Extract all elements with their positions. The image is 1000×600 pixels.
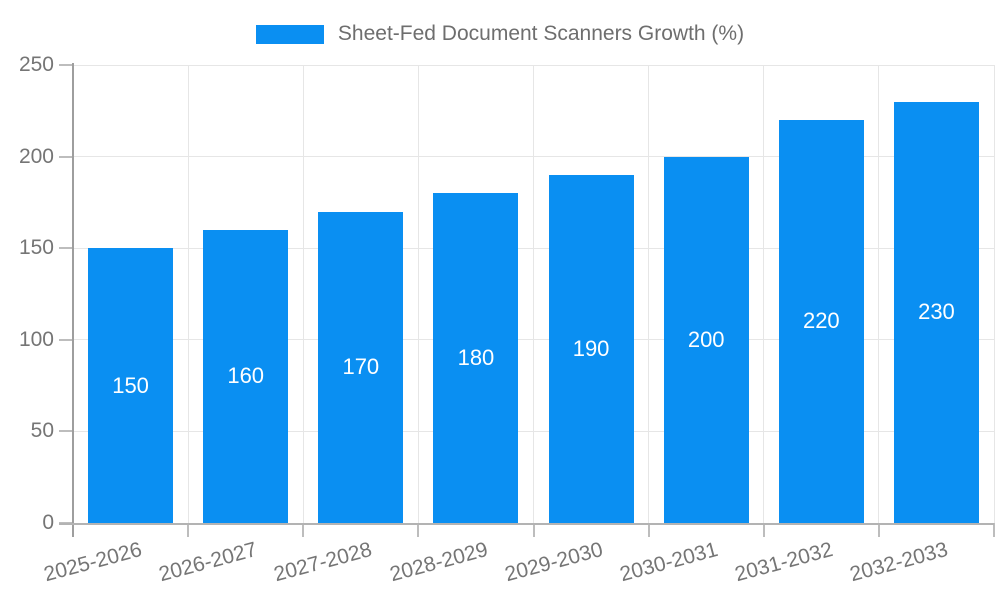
- bar[interactable]: 220: [778, 119, 864, 523]
- x-tick-label: 2026-2027: [156, 538, 260, 587]
- x-axis-tick: [647, 523, 650, 537]
- bar[interactable]: 190: [548, 174, 634, 523]
- x-tick-label: 2029-2030: [502, 538, 606, 587]
- y-tick-label: 150: [18, 236, 54, 260]
- v-gridline: [763, 65, 765, 523]
- bar-value-label: 150: [112, 372, 149, 398]
- y-axis-tick: [59, 430, 73, 433]
- v-gridline: [187, 65, 189, 523]
- v-gridline: [533, 65, 534, 523]
- x-axis-tick: [187, 523, 190, 537]
- x-tick-label: 2028-2029: [386, 538, 490, 587]
- bar[interactable]: 230: [893, 101, 979, 523]
- bar-value-label: 160: [227, 363, 265, 389]
- x-axis-tick: [762, 523, 765, 537]
- bar-value-label: 190: [572, 335, 610, 361]
- y-axis-tick: [59, 247, 73, 250]
- v-gridline: [302, 65, 304, 523]
- bar-value-label: 220: [802, 308, 840, 334]
- x-axis-tick: [993, 523, 995, 537]
- v-gridline: [648, 65, 650, 523]
- bar-value-label: 230: [918, 299, 955, 325]
- x-tick-label: 2027-2028: [271, 538, 375, 587]
- bar[interactable]: 160: [203, 229, 289, 523]
- y-tick-label: 200: [18, 144, 54, 168]
- v-gridline: [993, 65, 995, 523]
- x-axis-tick: [532, 523, 535, 537]
- x-axis-tick: [302, 523, 305, 537]
- y-axis-tick: [59, 155, 73, 158]
- y-axis-tick: [59, 338, 73, 341]
- bar-value-label: 200: [687, 326, 725, 352]
- v-gridline: [417, 65, 419, 523]
- y-tick-label: 100: [18, 327, 54, 351]
- bar[interactable]: 150: [88, 248, 174, 523]
- x-axis-tick: [877, 523, 880, 537]
- y-axis-line: [72, 63, 74, 537]
- bar[interactable]: 170: [318, 211, 404, 523]
- x-tick-label: 2030-2031: [617, 538, 721, 587]
- legend-label: Sheet-Fed Document Scanners Growth (%): [337, 22, 745, 45]
- x-axis-line: [59, 523, 994, 525]
- y-tick-label: 50: [30, 419, 54, 443]
- legend[interactable]: Sheet-Fed Document Scanners Growth (%): [0, 22, 1000, 46]
- y-tick-label: 0: [42, 511, 54, 534]
- y-axis-tick: [59, 64, 73, 66]
- bar-value-label: 180: [457, 345, 495, 371]
- y-tick-label: 250: [18, 53, 54, 76]
- v-gridline: [878, 65, 880, 523]
- bar-value-label: 170: [342, 354, 380, 380]
- x-tick-label: 2025-2026: [41, 538, 145, 587]
- x-tick-label: 2031-2032: [732, 538, 836, 587]
- x-axis-tick: [417, 523, 420, 537]
- bar[interactable]: 200: [663, 156, 749, 523]
- legend-swatch-icon: [255, 24, 324, 44]
- bar[interactable]: 180: [433, 193, 519, 523]
- x-tick-label: 2032-2033: [847, 538, 951, 587]
